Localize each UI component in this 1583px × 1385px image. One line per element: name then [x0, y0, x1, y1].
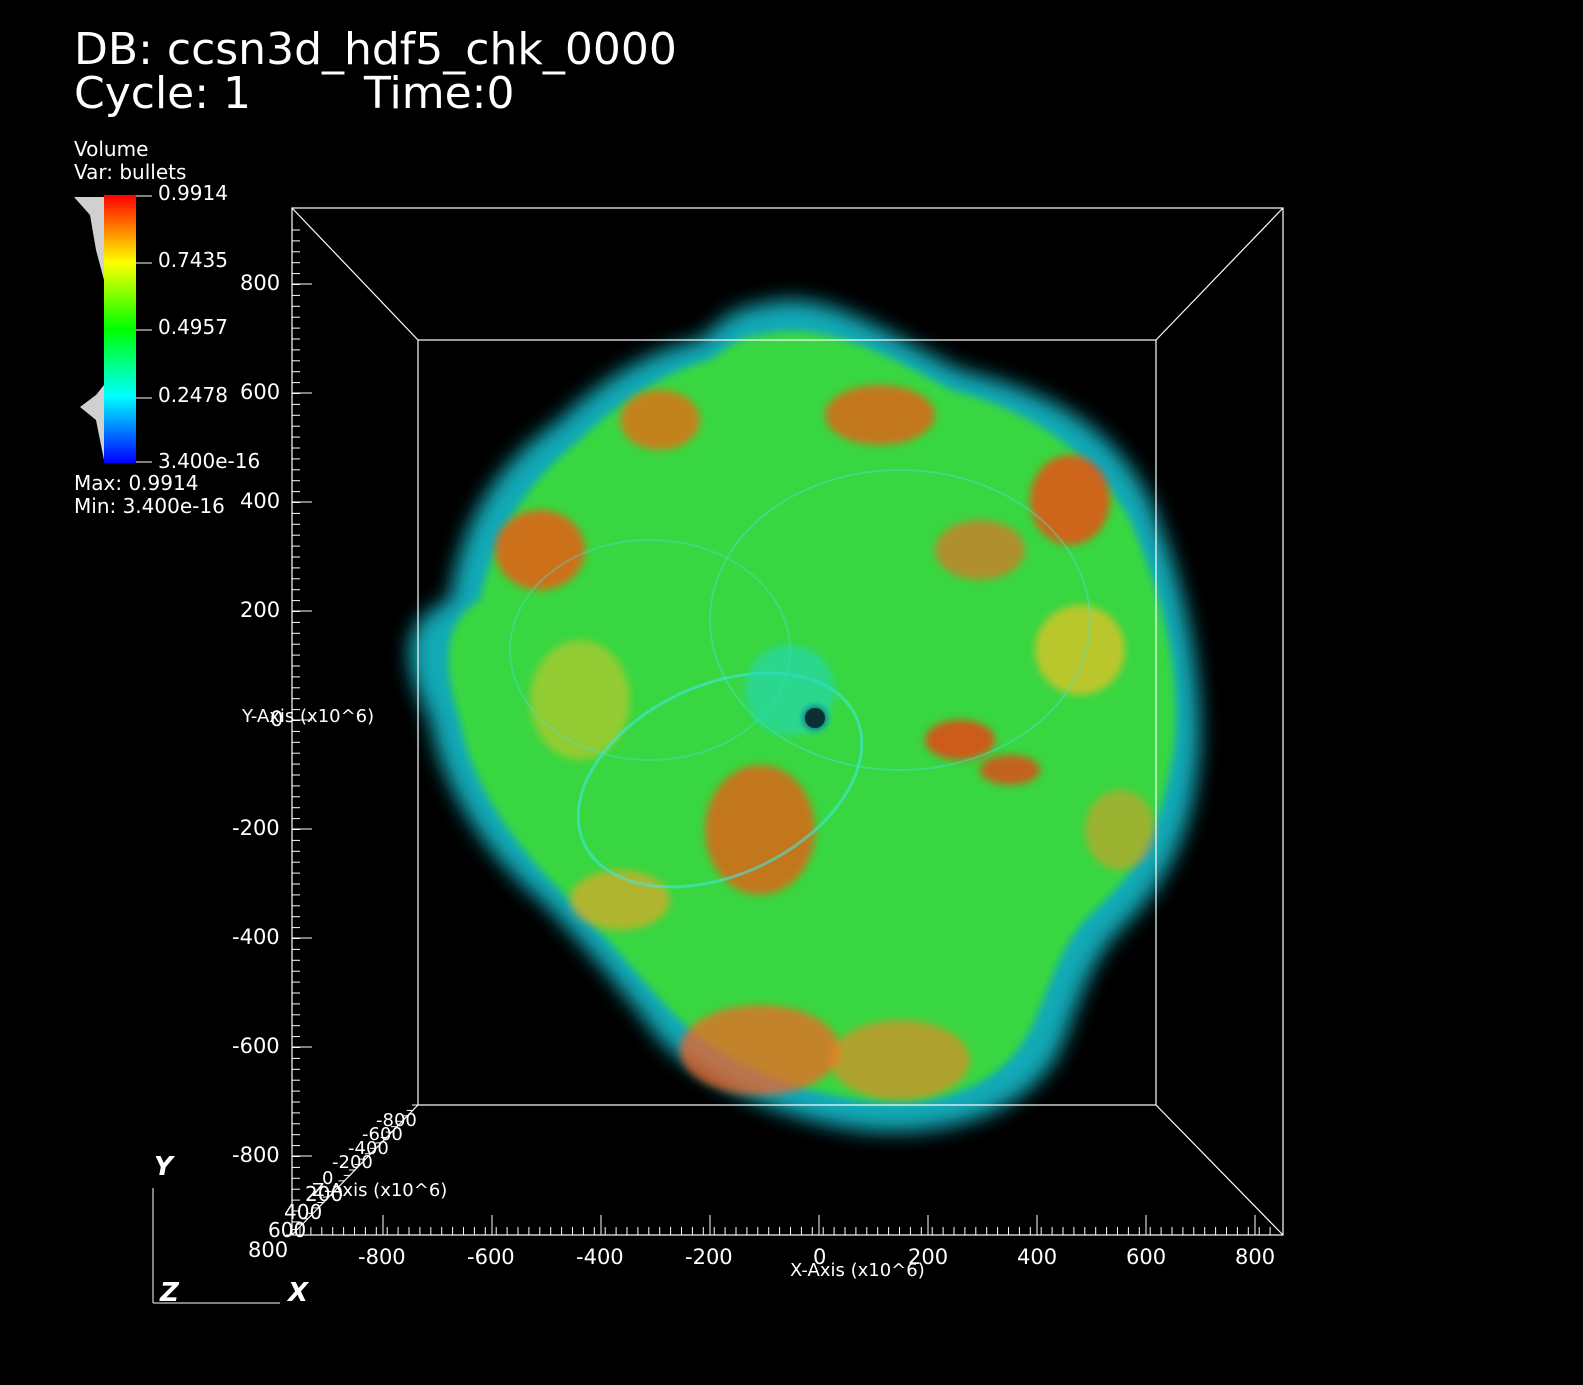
volume-rendering [409, 300, 1200, 1132]
legend-plot-type: Volume [74, 137, 149, 161]
x-tick-label: 0 [813, 1245, 827, 1269]
database-title: DB: ccsn3d_hdf5_chk_0000 [74, 24, 677, 75]
y-axis-minor-ticks [292, 229, 300, 1223]
x-tick-label: 600 [1126, 1245, 1167, 1269]
z-tick-label: 800 [248, 1238, 289, 1262]
y-tick-label: -400 [232, 925, 280, 949]
z-tick-label: 400 [284, 1200, 323, 1224]
color-legend [74, 195, 152, 463]
y-axis-title: Y-Axis (x10^6) [242, 706, 375, 727]
y-tick-label: 600 [240, 380, 281, 404]
triad-z-label: Z [160, 1278, 179, 1308]
legend-variable: Var: bullets [74, 160, 187, 184]
z-tick-label: 200 [305, 1182, 344, 1206]
z-tick-label: 600 [268, 1218, 307, 1242]
z-tick-label: -600 [362, 1124, 403, 1145]
x-tick-label: -400 [576, 1245, 624, 1269]
legend-max: Max: 0.9914 [74, 471, 199, 495]
x-tick-label: 400 [1017, 1245, 1058, 1269]
x-tick-label: 800 [1235, 1245, 1276, 1269]
bounding-box [291, 207, 1284, 1236]
cycle-label: Cycle: 1 [74, 68, 252, 119]
x-axis-ticks [382, 1215, 1256, 1235]
x-tick-label: 200 [908, 1245, 949, 1269]
legend-tick: 0.4957 [158, 315, 228, 339]
y-tick-label: 400 [240, 489, 281, 513]
legend-min: Min: 3.400e-16 [74, 494, 225, 518]
triad-y-label: Y [154, 1152, 173, 1182]
y-tick-label: 0 [270, 707, 284, 731]
legend-tick: 3.400e-16 [158, 449, 261, 473]
z-axis-ticks [286, 1104, 418, 1236]
z-tick-label: -800 [376, 1110, 417, 1131]
x-axis-minor-ticks [299, 1227, 1271, 1235]
orientation-triad [152, 1188, 280, 1304]
legend-tick: 0.9914 [158, 181, 228, 205]
opacity-curve [74, 197, 104, 460]
time-label: Time:0 [364, 68, 515, 119]
x-tick-label: -200 [685, 1245, 733, 1269]
legend-tick: 0.7435 [158, 248, 228, 272]
y-tick-label: -200 [232, 816, 280, 840]
z-tick-label: -400 [348, 1138, 389, 1159]
color-bar [104, 195, 136, 463]
z-tick-label: 0 [322, 1168, 334, 1189]
legend-tick: 0.2478 [158, 383, 228, 407]
z-tick-label: -200 [332, 1152, 373, 1173]
y-tick-label: -600 [232, 1034, 280, 1058]
y-tick-label: 800 [240, 271, 281, 295]
z-axis-title: Z-Axis (x10^6) [312, 1180, 448, 1201]
x-tick-label: -800 [358, 1245, 406, 1269]
x-axis-title: X-Axis (x10^6) [790, 1260, 925, 1281]
x-tick-label: -600 [467, 1245, 515, 1269]
y-tick-label: -800 [232, 1143, 280, 1167]
y-tick-label: 200 [240, 598, 281, 622]
triad-x-label: X [288, 1278, 309, 1308]
